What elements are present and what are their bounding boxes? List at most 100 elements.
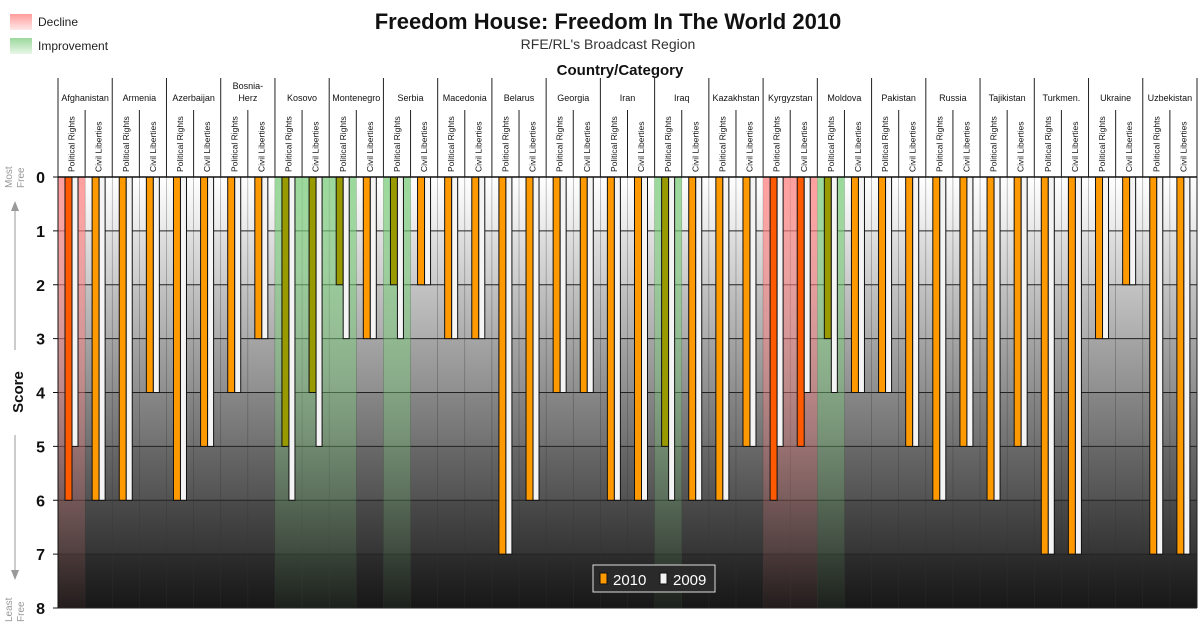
country-label: Ukraine <box>1100 93 1131 103</box>
country-label: Belarus <box>504 93 535 103</box>
bar-2009 <box>966 176 974 447</box>
bar-2009 <box>1183 176 1191 555</box>
y-tick-label: 6 <box>36 493 45 510</box>
category-label: Civil Liberties <box>961 121 971 172</box>
bar-2010 <box>905 176 914 447</box>
bar-2009 <box>152 176 160 393</box>
category-label: Political Rights <box>338 116 348 172</box>
category-label: Civil Liberties <box>311 121 321 172</box>
bar-2010 <box>742 176 751 447</box>
bar-2009 <box>1129 176 1137 286</box>
decline-label: Decline <box>38 15 79 29</box>
bar-2009 <box>1020 176 1028 447</box>
bar-2009 <box>207 176 215 447</box>
bar-2009 <box>776 176 784 447</box>
country-label: Tajikistan <box>989 93 1026 103</box>
country-label: Russia <box>939 93 967 103</box>
decline-swatch <box>10 14 32 30</box>
improvement-swatch <box>10 38 32 54</box>
category-label: Civil Liberties <box>636 121 646 172</box>
legend-box <box>592 564 716 593</box>
bar-2010 <box>932 176 941 501</box>
bar-2010 <box>227 176 236 393</box>
bar-2010 <box>606 176 615 501</box>
legend-swatch-2009 <box>659 572 668 585</box>
bar-2009 <box>1156 176 1164 555</box>
category-label: Political Rights <box>229 116 239 172</box>
legend-decline: Decline <box>10 10 108 34</box>
category-label: Civil Liberties <box>799 121 809 172</box>
category-label: Civil Liberties <box>745 121 755 172</box>
category-label: Political Rights <box>175 116 185 172</box>
country-label: Iran <box>620 93 636 103</box>
category-label: Political Rights <box>772 116 782 172</box>
country-label: Pakistan <box>881 93 916 103</box>
bar-2009 <box>885 176 893 393</box>
bar-2009 <box>668 176 676 501</box>
bar-2009 <box>505 176 513 555</box>
country-label: Georgia <box>557 93 589 103</box>
legend-label-2010: 2010 <box>613 572 646 589</box>
most-free-label: Most <box>4 166 15 188</box>
bar-2010 <box>796 176 805 447</box>
category-label: Civil Liberties <box>94 121 104 172</box>
bar-2010 <box>1149 176 1158 555</box>
most-free-label: Free <box>16 167 27 188</box>
highlight-legend: Decline Improvement <box>10 10 108 58</box>
bar-2009 <box>451 176 459 340</box>
category-label: Political Rights <box>989 116 999 172</box>
category-label: Civil Liberties <box>1178 121 1188 172</box>
country-label: Kyrgyzstan <box>768 93 813 103</box>
y-axis-title: Score <box>10 371 27 413</box>
bar-2009 <box>98 176 106 501</box>
legend-improvement: Improvement <box>10 34 108 58</box>
category-label: Civil Liberties <box>419 121 429 172</box>
country-label: Serbia <box>398 93 424 103</box>
bar-2010 <box>878 176 887 393</box>
category-label: Political Rights <box>1043 116 1053 172</box>
category-label: Political Rights <box>284 116 294 172</box>
country-label: Moldova <box>827 93 861 103</box>
bar-2009 <box>396 176 404 340</box>
bar-2009 <box>1074 176 1082 555</box>
bar-2010 <box>579 176 588 393</box>
down-arrow-icon <box>11 570 19 580</box>
bar-2010 <box>389 176 398 286</box>
country-label: Armenia <box>123 93 157 103</box>
category-label: Political Rights <box>121 116 131 172</box>
bar-2010 <box>362 176 371 340</box>
bar-2010 <box>200 176 209 447</box>
category-label: Political Rights <box>1151 116 1161 172</box>
country-label: Macedonia <box>443 93 487 103</box>
country-label: Kazakhstan <box>712 93 759 103</box>
country-label: Kosovo <box>287 93 317 103</box>
bar-2009 <box>288 176 296 501</box>
bar-2010 <box>823 176 832 340</box>
bar-2010 <box>688 176 697 501</box>
bar-2010 <box>634 176 642 501</box>
bar-2010 <box>281 176 290 447</box>
category-label: Civil Liberties <box>473 121 483 172</box>
country-label: Bosnia- <box>233 81 264 91</box>
bar-2009 <box>613 176 621 501</box>
category-label: Political Rights <box>880 116 890 172</box>
category-label: Political Rights <box>663 116 673 172</box>
y-tick-label: 3 <box>36 332 45 349</box>
category-label: Civil Liberties <box>1016 121 1026 172</box>
category-label: Political Rights <box>392 116 402 172</box>
category-label: Political Rights <box>826 116 836 172</box>
bar-2010 <box>118 176 127 501</box>
y-tick-label: 2 <box>36 278 45 295</box>
bar-2009 <box>125 176 133 501</box>
country-label: Turkmen. <box>1043 93 1081 103</box>
bar-2009 <box>749 176 757 447</box>
bar-2009 <box>478 176 486 340</box>
up-arrow-icon <box>11 201 19 211</box>
category-label: Political Rights <box>555 116 565 172</box>
y-tick-label: 8 <box>36 601 45 618</box>
bar-2010 <box>471 176 480 340</box>
bar-2009 <box>179 176 187 501</box>
bar-2010 <box>145 176 154 393</box>
bar-2010 <box>1013 176 1022 447</box>
